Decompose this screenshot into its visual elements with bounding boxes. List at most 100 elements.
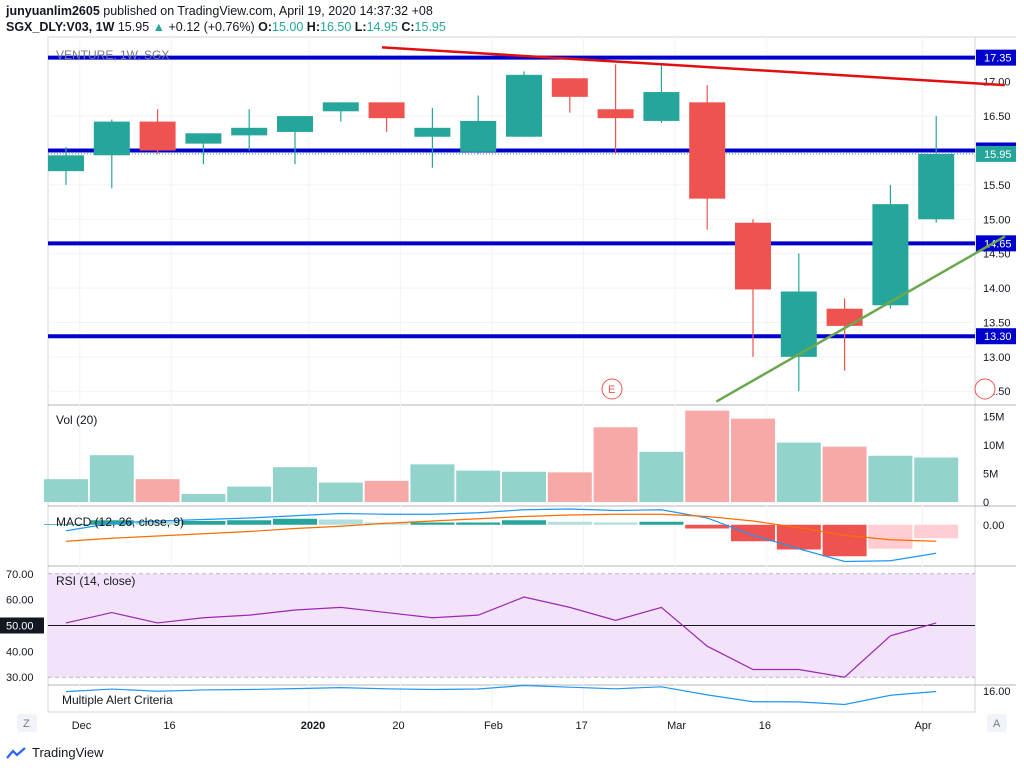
macd-histogram-bar	[731, 524, 775, 542]
volume-bar	[593, 427, 638, 502]
volume-bar	[868, 455, 913, 502]
volume-tick-label: 5M	[983, 468, 998, 480]
chart-header: junyuanlim2605 published on TradingView.…	[6, 3, 446, 35]
earnings-marker-label: E	[608, 384, 615, 396]
macd-histogram-bar	[227, 520, 272, 525]
price-tick-label: 14.50	[983, 249, 1011, 261]
ohlc-line: SGX_DLY:V03, 1W 15.95 ▲ +0.12 (+0.76%) O…	[6, 19, 446, 35]
logo-text: TradingView	[32, 745, 104, 760]
rsi-line	[65, 596, 937, 678]
last-price-tag	[976, 145, 1016, 162]
candle-up	[231, 127, 268, 136]
volume-bar	[410, 464, 455, 502]
rsi-tick-label: 40.00	[6, 646, 34, 658]
candle-up	[918, 153, 955, 220]
macd-line	[65, 508, 937, 563]
tradingview-logo-icon	[6, 746, 26, 759]
price-tick-label: 15.00	[983, 214, 1011, 226]
macd-tick-label: 0.00	[983, 520, 1004, 532]
macd-histogram-bar	[456, 522, 501, 525]
candle-up	[460, 120, 497, 152]
open-label: O:	[258, 20, 273, 34]
macd-histogram-bar	[822, 524, 867, 557]
level-price-tag-label: 14.65	[984, 238, 1012, 250]
candle-up	[872, 204, 909, 306]
candle-up	[414, 127, 451, 137]
level-price-tag	[976, 49, 1016, 66]
level-price-tag-label: 17.35	[984, 53, 1012, 65]
candle-down	[551, 78, 588, 97]
price-tick-label: 14.00	[983, 283, 1011, 295]
resistance-trendline	[381, 46, 1005, 87]
a-scale-button[interactable]	[987, 714, 1007, 732]
macd-histogram-bar	[547, 521, 592, 525]
macd-histogram-bar	[135, 521, 180, 525]
volume-tick-label: 0	[983, 497, 989, 509]
time-axis-label: Mar	[667, 720, 686, 732]
mac-tick-label: 16.00	[983, 686, 1011, 698]
volume-bar	[776, 442, 821, 502]
volume-bar	[364, 480, 409, 502]
volume-tick-label: 15M	[983, 411, 1004, 423]
level-price-tag-label: 13.30	[984, 331, 1012, 343]
price-tick-label: 17.00	[983, 77, 1011, 89]
candle-down	[735, 222, 771, 290]
chart-canvas[interactable]: 16.50 16.00 15.50 15.00 14.50 14.00 13.50 13.00…	[0, 0, 1024, 745]
publish-info: published on TradingView.com, April 19, …	[103, 4, 433, 18]
volume-bar	[181, 494, 226, 502]
candle-down	[368, 102, 405, 119]
rsi-tick-label: 70.00	[6, 569, 34, 581]
macd-histogram-bar	[639, 521, 684, 525]
candle-down	[139, 121, 176, 151]
change-up-icon: ▲	[152, 20, 165, 34]
level-price-tag	[976, 328, 1016, 345]
price-change: +0.12 (+0.76%)	[168, 20, 255, 34]
z-scale-button-label: Z	[23, 718, 30, 730]
rsi-pane-title: RSI (14, close)	[56, 574, 135, 588]
macd-pane-title: MACD (12, 26, close, 9)	[56, 515, 184, 529]
high-label: H:	[306, 20, 320, 34]
earnings-marker-icon	[974, 378, 996, 400]
rsi-tick-label: 60.00	[6, 595, 34, 607]
macd-histogram-bar	[44, 524, 88, 525]
rsi-tick-label: 50.00	[6, 621, 34, 633]
candle-up	[506, 74, 542, 137]
time-axis-label: Dec	[72, 720, 92, 732]
tradingview-logo[interactable]: TradingView	[6, 745, 104, 760]
macd-histogram-bar	[914, 524, 959, 539]
price-tick-label: 13.00	[983, 352, 1011, 364]
author-name[interactable]: junyuanlim2605	[6, 4, 100, 18]
candle-up	[277, 116, 313, 132]
open-value: 15.00	[272, 20, 304, 34]
candle-up	[643, 92, 680, 121]
rsi-midline-tag	[0, 617, 44, 634]
close-value: 15.95	[414, 20, 446, 34]
mac-pane-title: Multiple Alert Criteria	[62, 693, 173, 707]
macd-histogram-bar	[502, 520, 546, 525]
macd-histogram-bar	[685, 524, 730, 529]
last-price-tag-label: 15.95	[984, 149, 1012, 161]
candle-up	[48, 155, 84, 172]
volume-bar	[547, 472, 592, 502]
price-tick-label: 16.50	[983, 111, 1011, 123]
volume-bar	[502, 471, 546, 502]
candle-up	[780, 291, 817, 357]
volume-bar	[44, 479, 88, 502]
volume-bar	[273, 467, 317, 502]
publish-line: junyuanlim2605 published on TradingView.…	[6, 3, 446, 19]
volume-bar	[822, 446, 867, 502]
a-scale-button-label: A	[993, 718, 1001, 730]
earnings-marker-icon	[601, 378, 623, 400]
volume-bar	[685, 410, 730, 502]
price-tick-label: 13.50	[983, 317, 1011, 329]
low-label: L:	[354, 20, 367, 34]
candle-down	[689, 102, 726, 199]
close-label: C:	[401, 20, 415, 34]
low-value: 14.95	[366, 20, 398, 34]
macd-signal-line	[65, 513, 937, 542]
time-axis-label: 2020	[301, 720, 325, 732]
macd-histogram-bar	[181, 521, 226, 525]
candle-down	[826, 308, 863, 326]
z-scale-button[interactable]	[17, 714, 37, 732]
symbol-timeframe[interactable]: SGX_DLY:V03, 1W	[6, 20, 115, 34]
